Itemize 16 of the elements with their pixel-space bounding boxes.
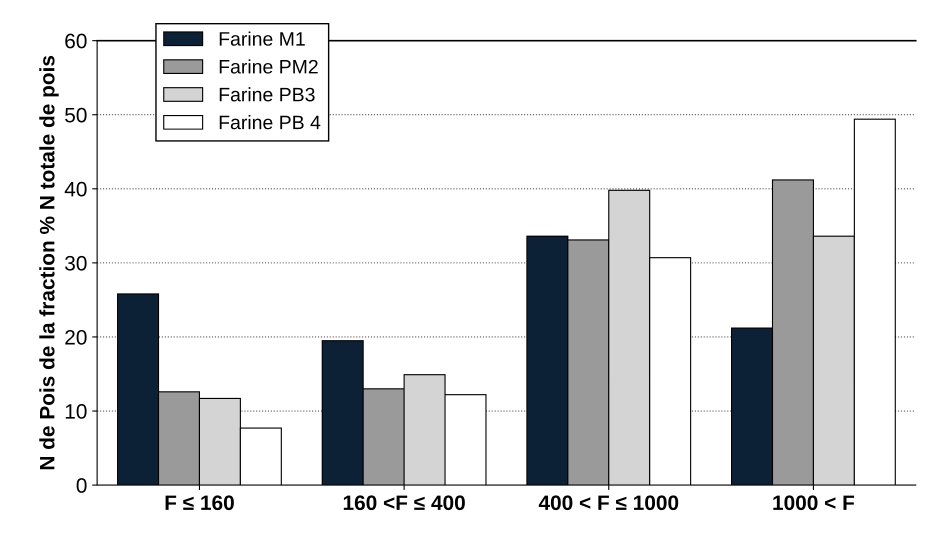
- legend-label: Farine PB 4: [220, 115, 320, 130]
- y-tick-label: 60: [65, 34, 87, 48]
- y-tick-label: 30: [65, 256, 87, 271]
- y-tick-label: 20: [65, 330, 87, 345]
- legend-label: Farine PB3: [220, 87, 315, 102]
- y-tick-label: 40: [64, 182, 87, 197]
- x-tick-label: F ≤ 160: [166, 495, 234, 510]
- x-tick-label: 160 <F ≤ 400: [344, 495, 465, 510]
- legend-label: Farine PM2: [220, 59, 318, 74]
- y-tick-label: 50: [65, 108, 87, 122]
- y-axis-title: N de Pois de la fraction % N totale de pois: [39, 56, 59, 470]
- y-tick-label: 0: [76, 478, 87, 493]
- legend-label: Farine M1: [220, 31, 305, 46]
- y-tick-label: 10: [66, 404, 87, 419]
- x-tick-label: 1000 < F: [773, 495, 854, 510]
- x-tick-label: 400 < F ≤ 1000: [538, 495, 678, 510]
